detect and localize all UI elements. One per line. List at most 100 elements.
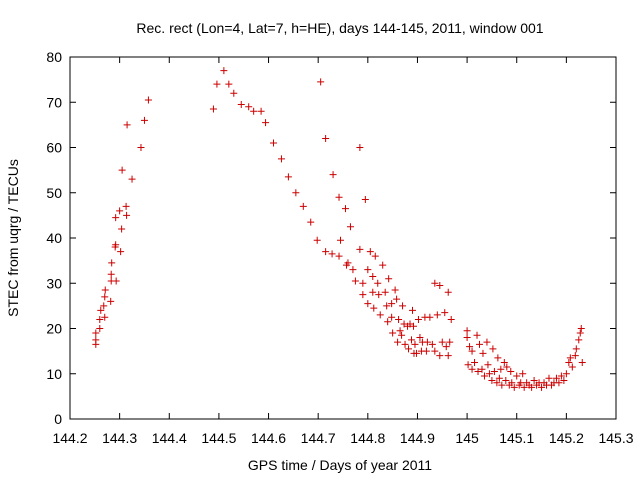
data-point xyxy=(112,214,120,222)
data-point xyxy=(140,116,148,124)
data-point xyxy=(209,105,217,113)
data-point xyxy=(528,383,536,391)
data-point xyxy=(393,295,401,303)
data-point xyxy=(520,383,528,391)
data-point xyxy=(517,379,525,387)
data-point xyxy=(344,259,352,267)
data-point xyxy=(468,347,476,355)
data-point xyxy=(494,354,502,362)
data-point xyxy=(414,315,422,323)
data-point xyxy=(250,107,258,115)
data-point xyxy=(359,291,367,299)
x-axis-label: GPS time / Days of year 2011 xyxy=(248,457,432,473)
data-point xyxy=(394,338,402,346)
data-point xyxy=(375,291,383,299)
data-point xyxy=(284,173,292,181)
data-point xyxy=(388,313,396,321)
data-point xyxy=(118,225,126,233)
data-point xyxy=(436,352,444,360)
data-point xyxy=(361,196,369,204)
x-tick-label: 144.8 xyxy=(350,430,385,446)
data-point xyxy=(441,309,449,317)
data-point xyxy=(463,327,471,335)
data-point xyxy=(100,302,108,310)
data-point xyxy=(576,329,584,337)
data-point xyxy=(571,352,579,360)
data-point xyxy=(405,345,413,353)
data-point xyxy=(396,327,404,335)
data-point xyxy=(144,96,152,104)
data-point xyxy=(411,340,419,348)
data-point xyxy=(364,266,372,274)
data-point xyxy=(123,121,131,129)
data-point xyxy=(473,331,481,339)
data-point xyxy=(220,67,228,75)
data-point xyxy=(96,315,104,323)
data-point xyxy=(568,363,576,371)
x-tick-label: 144.9 xyxy=(400,430,435,446)
data-point xyxy=(408,306,416,314)
data-point xyxy=(374,279,382,287)
y-tick-label: 80 xyxy=(46,49,62,65)
data-point xyxy=(555,379,563,387)
data-point xyxy=(341,205,349,213)
data-point xyxy=(116,207,124,215)
data-point xyxy=(502,377,510,385)
data-point xyxy=(433,311,441,319)
data-point xyxy=(510,383,518,391)
data-point xyxy=(112,241,120,249)
data-point xyxy=(356,144,364,151)
data-point xyxy=(262,119,270,127)
data-point xyxy=(401,340,409,348)
data-point xyxy=(431,279,439,287)
y-tick-label: 30 xyxy=(46,275,62,291)
data-point xyxy=(117,248,125,256)
data-point xyxy=(381,288,389,296)
data-point xyxy=(370,304,378,312)
data-point xyxy=(270,139,278,147)
data-point xyxy=(538,383,546,391)
data-point xyxy=(356,245,364,253)
x-tick-label: 145 xyxy=(455,430,479,446)
data-point xyxy=(328,250,336,258)
data-point xyxy=(474,367,482,375)
data-point xyxy=(383,302,391,310)
plot-area xyxy=(69,56,617,420)
data-point xyxy=(488,377,496,385)
data-point xyxy=(490,367,498,375)
x-tick-label: 144.3 xyxy=(102,430,137,446)
data-point xyxy=(366,248,374,256)
data-point xyxy=(107,270,115,278)
data-point xyxy=(335,193,343,201)
data-point xyxy=(245,103,253,111)
data-point xyxy=(463,334,471,342)
data-point xyxy=(369,272,377,280)
y-tick-label: 10 xyxy=(46,366,62,382)
data-point xyxy=(409,322,417,330)
data-point xyxy=(565,358,573,366)
data-point xyxy=(479,349,487,357)
data-point xyxy=(376,311,384,319)
y-tick-label: 0 xyxy=(54,411,62,427)
data-point xyxy=(122,202,130,210)
y-tick-label: 50 xyxy=(46,185,62,201)
data-point xyxy=(500,358,508,366)
data-point xyxy=(530,377,538,385)
data-point xyxy=(436,282,444,290)
data-point xyxy=(96,325,104,332)
data-point xyxy=(388,300,396,308)
data-point xyxy=(431,347,439,355)
data-point xyxy=(299,202,307,210)
data-point xyxy=(395,315,403,323)
data-point xyxy=(416,334,424,342)
data-point xyxy=(468,365,476,373)
data-point xyxy=(237,101,245,109)
data-point xyxy=(422,347,430,355)
data-point xyxy=(426,313,434,321)
data-point xyxy=(478,365,486,373)
data-point xyxy=(371,252,379,260)
data-point xyxy=(513,372,521,380)
data-point xyxy=(351,277,359,285)
y-tick-label: 40 xyxy=(46,230,62,246)
data-point xyxy=(128,175,136,183)
